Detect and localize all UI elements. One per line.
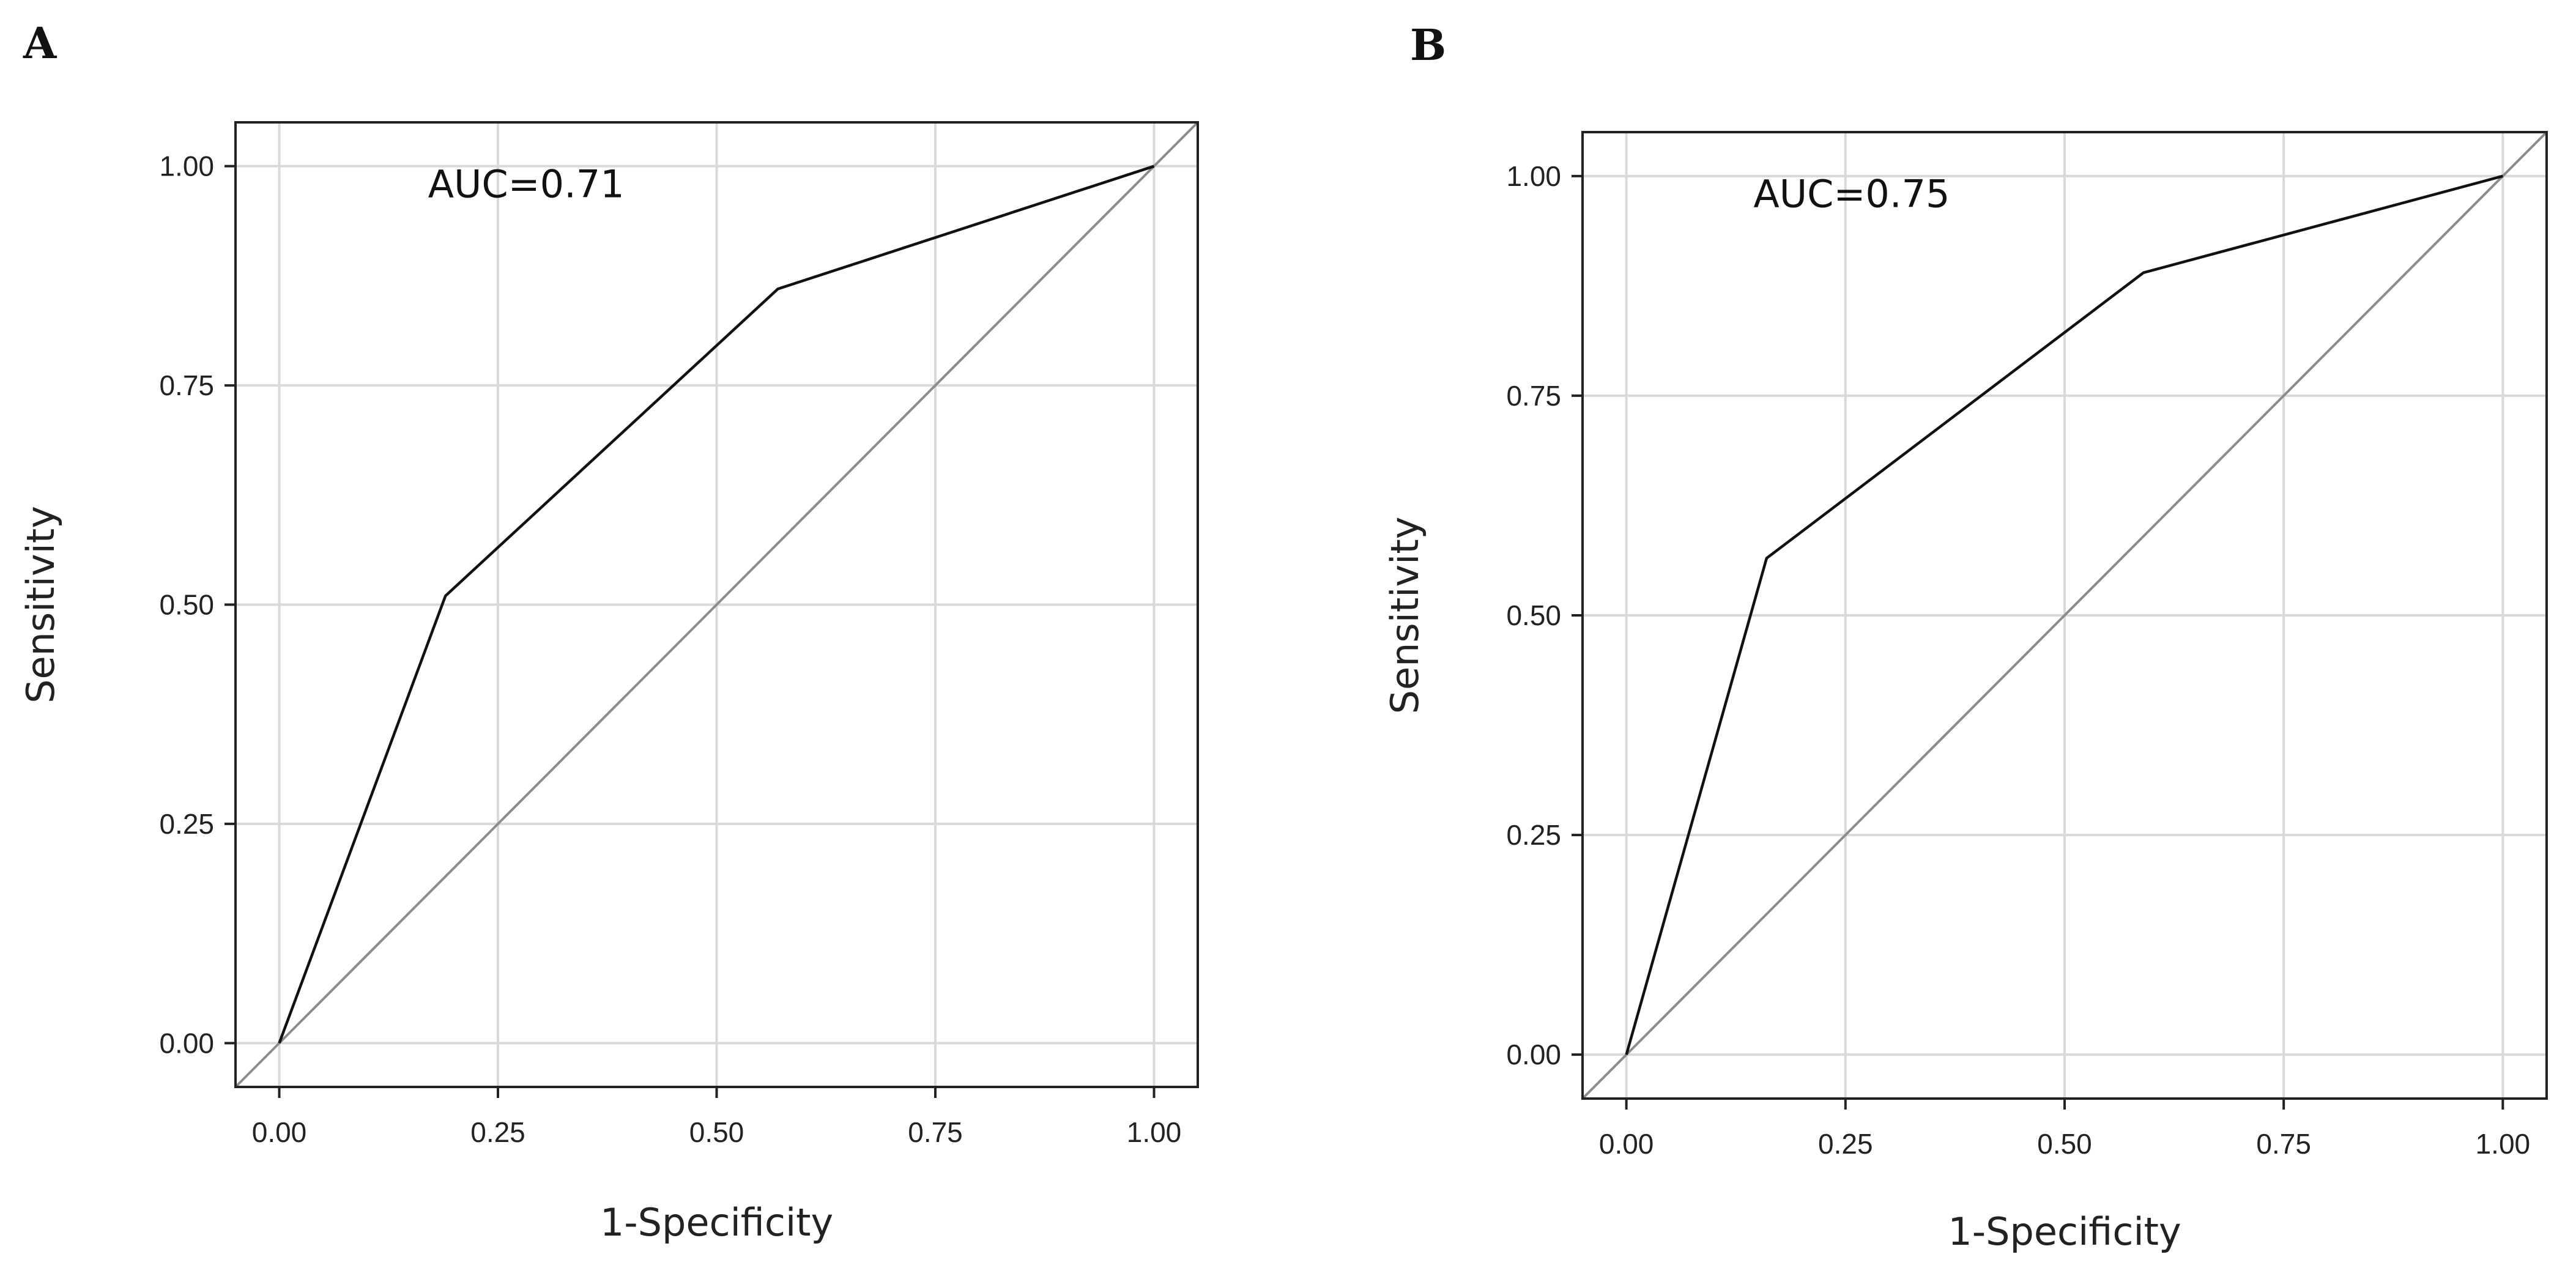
y-tick-label: 0.75: [159, 369, 214, 401]
x-axis-title: 1-Specificity: [600, 1200, 833, 1245]
reference-diagonal-line: [234, 121, 1199, 1088]
y-tick-label: 0.75: [1506, 380, 1561, 412]
panel-letter: B: [1410, 20, 1446, 70]
auc-annotation: AUC=0.75: [1753, 172, 1950, 217]
x-tick-label: 0.50: [689, 1116, 744, 1148]
x-tick-label: 1.00: [2476, 1128, 2531, 1160]
x-tick-label: 0.00: [1599, 1128, 1654, 1160]
x-tick-label: 0.50: [2037, 1128, 2092, 1160]
x-tick-label: 0.25: [1818, 1128, 1873, 1160]
y-tick-label: 1.00: [1506, 160, 1561, 192]
y-tick-label: 0.50: [1506, 599, 1561, 631]
x-tick-label: 0.25: [470, 1116, 525, 1148]
y-tick-label: 0.25: [1506, 819, 1561, 851]
x-tick-label: 0.75: [2256, 1128, 2311, 1160]
y-tick-label: 1.00: [159, 150, 214, 182]
auc-annotation: AUC=0.71: [428, 161, 625, 206]
reference-diagonal-line: [1581, 131, 2548, 1100]
panel-b: B 0.00 0.25 0.50 0.75 1.00 0.00 0.25 0.50 0.75 1.0…: [1383, 20, 2548, 1254]
panel-a: A 0.00 0.25 0.50 0.75 1.00 0.00 0.25 0.50 0.75 1.0…: [18, 18, 1199, 1245]
roc-curve-line: [278, 165, 1155, 1044]
roc-curve-line: [1625, 174, 2503, 1055]
y-tick-label: 0.25: [159, 808, 214, 840]
x-tick-label: 1.00: [1127, 1116, 1182, 1148]
y-tick-label: 0.50: [159, 589, 214, 621]
panel-letter: A: [23, 18, 58, 69]
y-axis-title: Sensitivity: [1383, 517, 1427, 714]
x-axis-title: 1-Specificity: [1948, 1209, 2181, 1254]
x-tick-label: 0.75: [908, 1116, 963, 1148]
x-tick-label: 0.00: [252, 1116, 307, 1148]
y-tick-label: 0.00: [159, 1027, 214, 1059]
y-axis-title: Sensitivity: [18, 506, 63, 703]
y-tick-label: 0.00: [1506, 1039, 1561, 1070]
